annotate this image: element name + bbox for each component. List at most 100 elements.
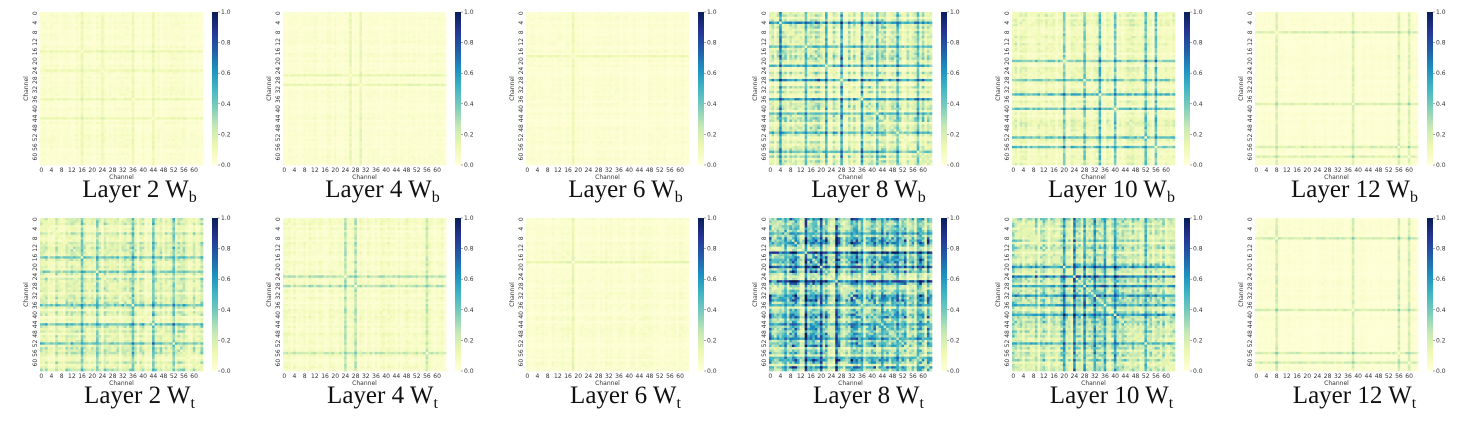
heatmap-cell	[122, 112, 125, 115]
heatmap-cell	[162, 115, 165, 118]
heatmap-cell	[178, 48, 181, 51]
heatmap-cell	[385, 38, 388, 41]
heatmap-cell	[60, 108, 63, 111]
heatmap-cell	[63, 136, 66, 139]
heatmap-cell	[157, 89, 160, 92]
heatmap-cell	[178, 163, 181, 166]
heatmap-cell	[198, 69, 201, 72]
heatmap-cell	[78, 117, 81, 120]
heatmap-cell	[180, 132, 183, 135]
heatmap-cell	[344, 38, 347, 41]
heatmap-cell	[114, 89, 117, 92]
heatmap-cell	[93, 122, 96, 125]
heatmap-cell	[88, 127, 91, 130]
heatmap-cell	[48, 134, 51, 137]
heatmap-cell	[122, 143, 125, 146]
heatmap-cell	[83, 96, 86, 99]
heatmap-cell	[344, 26, 347, 29]
heatmap-cell	[413, 41, 416, 44]
heatmap-cell	[193, 67, 196, 70]
heatmap-cell	[129, 22, 132, 25]
heatmap-cell	[400, 19, 403, 22]
heatmap-cell	[438, 19, 441, 22]
heatmap-cell	[286, 41, 289, 44]
heatmap-cell	[65, 79, 68, 82]
heatmap-cell	[200, 72, 203, 75]
heatmap-cell	[78, 139, 81, 142]
heatmap-cell	[86, 148, 89, 151]
heatmap-cell	[336, 14, 339, 17]
heatmap-cell	[78, 62, 81, 65]
heatmap-cell	[119, 41, 122, 44]
heatmap-cell	[137, 158, 140, 161]
heatmap-cell	[101, 77, 104, 80]
heatmap-cell	[86, 84, 89, 87]
heatmap-cell	[162, 132, 165, 135]
heatmap-cell	[53, 96, 56, 99]
heatmap-cell	[58, 19, 61, 22]
heatmap-cell	[63, 74, 66, 77]
heatmap-cell	[111, 43, 114, 46]
heatmap-cell	[423, 24, 426, 27]
heatmap-cell	[68, 86, 71, 89]
heatmap-cell	[339, 24, 342, 27]
heatmap-cell	[53, 155, 56, 158]
heatmap-cell	[134, 79, 137, 82]
heatmap-cell	[48, 158, 51, 161]
heatmap-cell	[385, 14, 388, 17]
heatmap-cell	[288, 36, 291, 39]
heatmap-cell	[109, 91, 112, 94]
heatmap-cell	[122, 136, 125, 139]
heatmap-cell	[60, 160, 63, 163]
heatmap-cell	[377, 17, 380, 20]
heatmap-cell	[162, 160, 165, 163]
heatmap-cell	[114, 93, 117, 96]
heatmap-cell	[71, 60, 74, 63]
heatmap-cell	[403, 17, 406, 20]
heatmap-cell	[119, 74, 122, 77]
heatmap-cell	[200, 105, 203, 108]
heatmap-cell	[40, 55, 43, 58]
heatmap-cell	[170, 129, 173, 132]
heatmap-cell	[109, 69, 112, 72]
heatmap-cell	[65, 91, 68, 94]
heatmap-cell	[405, 22, 408, 25]
heatmap-cell	[106, 143, 109, 146]
heatmap-cell	[132, 36, 135, 39]
heatmap-cell	[73, 129, 76, 132]
heatmap-cell	[86, 72, 89, 75]
heatmap-cell	[142, 120, 145, 123]
heatmap-cell	[342, 26, 345, 29]
heatmap-cell	[96, 89, 99, 92]
heatmap-cell	[180, 136, 183, 139]
heatmap-cell	[73, 43, 76, 46]
heatmap-cell	[122, 31, 125, 34]
heatmap-cell	[398, 34, 401, 37]
heatmap-cell	[410, 38, 413, 41]
heatmap-cell	[405, 29, 408, 32]
heatmap-cell	[96, 129, 99, 132]
heatmap-cell	[109, 34, 112, 37]
heatmap-cell	[119, 36, 122, 39]
heatmap-cell	[198, 148, 201, 151]
heatmap-cell	[185, 129, 188, 132]
heatmap-cell	[372, 14, 375, 17]
heatmap-cell	[55, 132, 58, 135]
heatmap-cell	[48, 86, 51, 89]
heatmap-cell	[116, 72, 119, 75]
heatmap-cell	[319, 38, 322, 41]
heatmap-cell	[50, 17, 53, 20]
heatmap-cell	[76, 74, 79, 77]
heatmap-cell	[367, 24, 370, 27]
heatmap-cell	[137, 62, 140, 65]
heatmap-cell	[104, 143, 107, 146]
heatmap-cell	[83, 115, 86, 118]
heatmap-cell	[122, 129, 125, 132]
heatmap-cell	[150, 96, 153, 99]
heatmap-cell	[175, 19, 178, 22]
heatmap-cell	[58, 74, 61, 77]
heatmap-cell	[101, 108, 104, 111]
heatmap-cell	[354, 22, 357, 25]
heatmap-cell	[93, 117, 96, 120]
heatmap-cell	[142, 103, 145, 106]
